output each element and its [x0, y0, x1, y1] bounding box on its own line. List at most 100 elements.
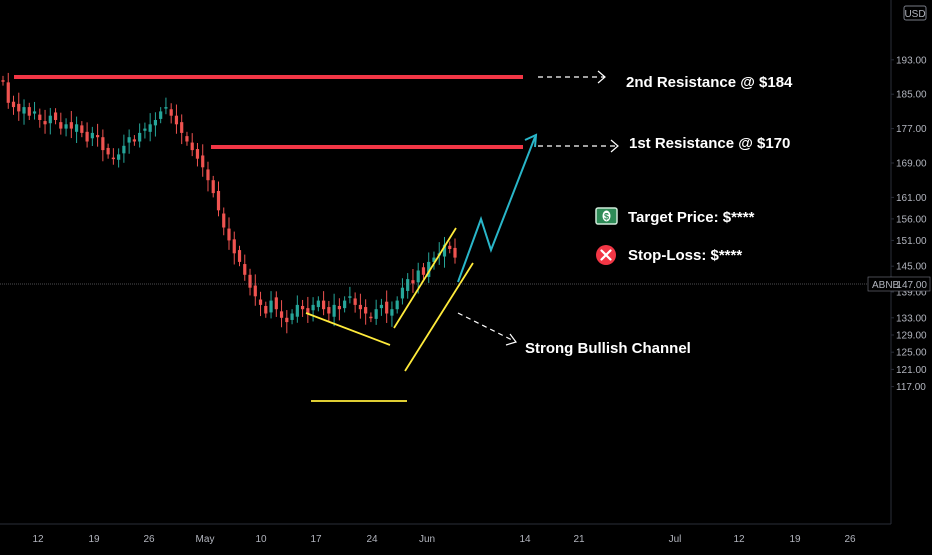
candle-body [453, 247, 457, 258]
price-axis: 193.00 185.00 177.00 169.00 161.00 156.00 151.… [891, 55, 927, 393]
pattern-line[interactable] [305, 312, 391, 346]
candle-body [90, 132, 94, 139]
candle-body [138, 132, 142, 142]
pattern-line[interactable] [393, 227, 457, 329]
candle-body [74, 124, 79, 132]
price-tick-label: 117.00 [896, 382, 926, 393]
candle-body [201, 155, 205, 168]
candle-body [411, 280, 415, 284]
time-tick-label: Jun [419, 534, 435, 545]
candle-body [11, 101, 16, 108]
candle-body [258, 299, 263, 305]
candle-body [427, 261, 431, 277]
candle-body [148, 124, 152, 132]
candle-body [337, 305, 341, 310]
time-tick-label: 12 [32, 534, 44, 545]
candle-body [264, 305, 268, 314]
candle-body [300, 305, 305, 310]
candle-body [248, 274, 252, 288]
candle-body [285, 317, 289, 323]
price-tick-label: 161.00 [896, 193, 927, 204]
candles [1, 72, 457, 334]
candle-body [306, 308, 310, 314]
candle-body [132, 139, 136, 142]
stop-loss-icon [596, 245, 616, 265]
candle-body [385, 301, 389, 314]
candle-body [85, 131, 89, 142]
price-tick-label: 121.00 [896, 365, 927, 376]
candle-body [432, 257, 436, 262]
candle-body [332, 304, 336, 317]
candle-body [232, 239, 236, 254]
candle-body [117, 154, 121, 160]
candle-body [395, 300, 399, 310]
candle-body [421, 267, 426, 275]
time-tick-label: 17 [310, 534, 322, 545]
candle-body [53, 112, 58, 120]
candle-body [206, 169, 210, 181]
time-tick-label: 10 [255, 534, 267, 545]
price-tick-label: 139.00 [896, 288, 927, 299]
candle-body [180, 122, 184, 133]
candle-body [311, 304, 315, 311]
time-axis: 12 19 26 May 10 17 24 Jun 14 21 Jul 12 19 26 [32, 534, 856, 545]
candle-body [253, 285, 257, 297]
candle-body [69, 122, 73, 129]
candle-body [222, 213, 226, 228]
candle-body [101, 137, 105, 151]
candle-body [269, 300, 273, 313]
price-tick-label: 169.00 [896, 159, 927, 170]
candle-body [290, 313, 294, 320]
candle-body [379, 304, 384, 309]
last-price-badge [867, 276, 931, 292]
time-tick-label: 21 [573, 534, 585, 545]
candle-body [390, 309, 394, 316]
candle-body [190, 142, 194, 151]
projection-path [457, 136, 536, 283]
candle-body [64, 124, 68, 129]
currency-label: USD [904, 9, 925, 20]
pattern-line[interactable] [404, 262, 474, 372]
candle-body [111, 157, 115, 160]
candle-body [43, 121, 47, 125]
price-tick-label: 151.00 [896, 236, 927, 247]
time-tick-label: 19 [88, 534, 100, 545]
candle-body [1, 80, 5, 82]
candle-body [143, 128, 147, 131]
time-tick-label: 12 [733, 534, 745, 545]
candle-body [169, 109, 173, 116]
stop-loss-label: Stop-Loss: $**** [628, 247, 742, 264]
candle-body [159, 111, 163, 119]
candle-body [216, 190, 221, 211]
projection-arrowhead [524, 133, 538, 148]
candle-body [27, 107, 31, 116]
pattern-lines [305, 227, 474, 402]
candle-body [448, 245, 452, 249]
candle-body [6, 82, 10, 103]
candle-body [348, 296, 352, 298]
time-tick-label: 19 [789, 534, 801, 545]
candle-body [122, 145, 126, 154]
candle-body [364, 307, 368, 314]
candle-body [17, 103, 21, 112]
resistance-1-label: 1st Resistance @ $170 [629, 135, 790, 152]
candle-body [316, 300, 320, 308]
price-tick-label: 156.00 [896, 214, 927, 225]
target-price-icon: $ [595, 207, 618, 225]
candle-body [38, 114, 42, 120]
currency-badge[interactable] [903, 5, 927, 21]
candle-body [174, 115, 179, 125]
resistance-lines [14, 75, 523, 149]
time-tick-label: 14 [519, 534, 531, 545]
candle-body [322, 300, 326, 310]
candle-body [80, 125, 84, 133]
candle-body [164, 107, 168, 109]
resistance-2-label: 2nd Resistance @ $184 [626, 74, 793, 91]
time-tick-label: 26 [844, 534, 856, 545]
svg-text:$: $ [604, 212, 609, 222]
candle-body [327, 307, 331, 314]
time-tick-label: 24 [366, 534, 378, 545]
candle-body [374, 309, 378, 319]
